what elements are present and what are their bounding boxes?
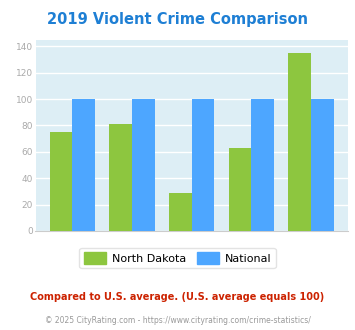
- Bar: [109, 124, 132, 231]
- Bar: [192, 99, 214, 231]
- Bar: [251, 99, 274, 231]
- Legend: North Dakota, National: North Dakota, National: [79, 248, 276, 268]
- Bar: [229, 148, 251, 231]
- Bar: [169, 193, 192, 231]
- Bar: [311, 99, 334, 231]
- Bar: [72, 99, 95, 231]
- Bar: [132, 99, 155, 231]
- Text: © 2025 CityRating.com - https://www.cityrating.com/crime-statistics/: © 2025 CityRating.com - https://www.city…: [45, 315, 310, 325]
- Bar: [288, 53, 311, 231]
- Text: Compared to U.S. average. (U.S. average equals 100): Compared to U.S. average. (U.S. average …: [31, 292, 324, 302]
- Bar: [50, 132, 72, 231]
- Text: 2019 Violent Crime Comparison: 2019 Violent Crime Comparison: [47, 12, 308, 27]
